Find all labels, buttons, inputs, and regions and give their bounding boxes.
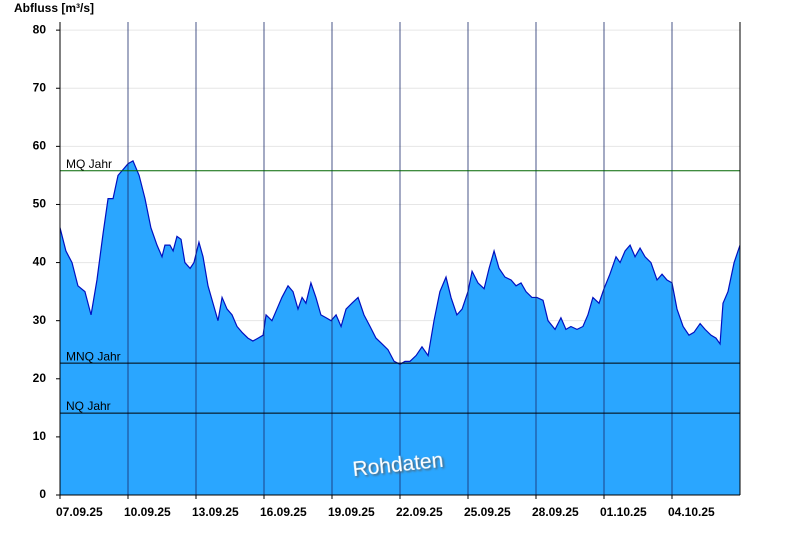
y-tick-label: 70 [33,80,47,94]
x-tick-label: 16.09.25 [260,505,307,519]
x-tick-label: 10.09.25 [124,505,171,519]
x-tick-label: 01.10.25 [600,505,647,519]
x-tick-label: 13.09.25 [192,505,239,519]
y-tick-label: 50 [33,197,47,211]
x-tick-label: 28.09.25 [532,505,579,519]
y-tick-label: 0 [39,487,46,501]
line [59,160,741,365]
reference-label: NQ Jahr [66,399,111,413]
x-tick-label: 04.10.25 [668,505,715,519]
x-tick-label: 25.09.25 [464,505,511,519]
y-axis-label: Abfluss [m³/s] [14,1,94,15]
x-tick-label: 19.09.25 [328,505,375,519]
y-tick-label: 40 [33,255,47,269]
reference-label: MNQ Jahr [66,349,121,363]
y-tick-label: 20 [33,371,47,385]
y-tick-label: 30 [33,313,47,327]
x-tick-label: 07.09.25 [56,505,103,519]
y-tick-label: 80 [33,22,47,36]
y-tick-label: 60 [33,139,47,153]
y-tick-label: 10 [33,429,47,443]
x-tick-label: 22.09.25 [396,505,443,519]
area [60,160,740,495]
reference-label: MQ Jahr [66,157,112,171]
